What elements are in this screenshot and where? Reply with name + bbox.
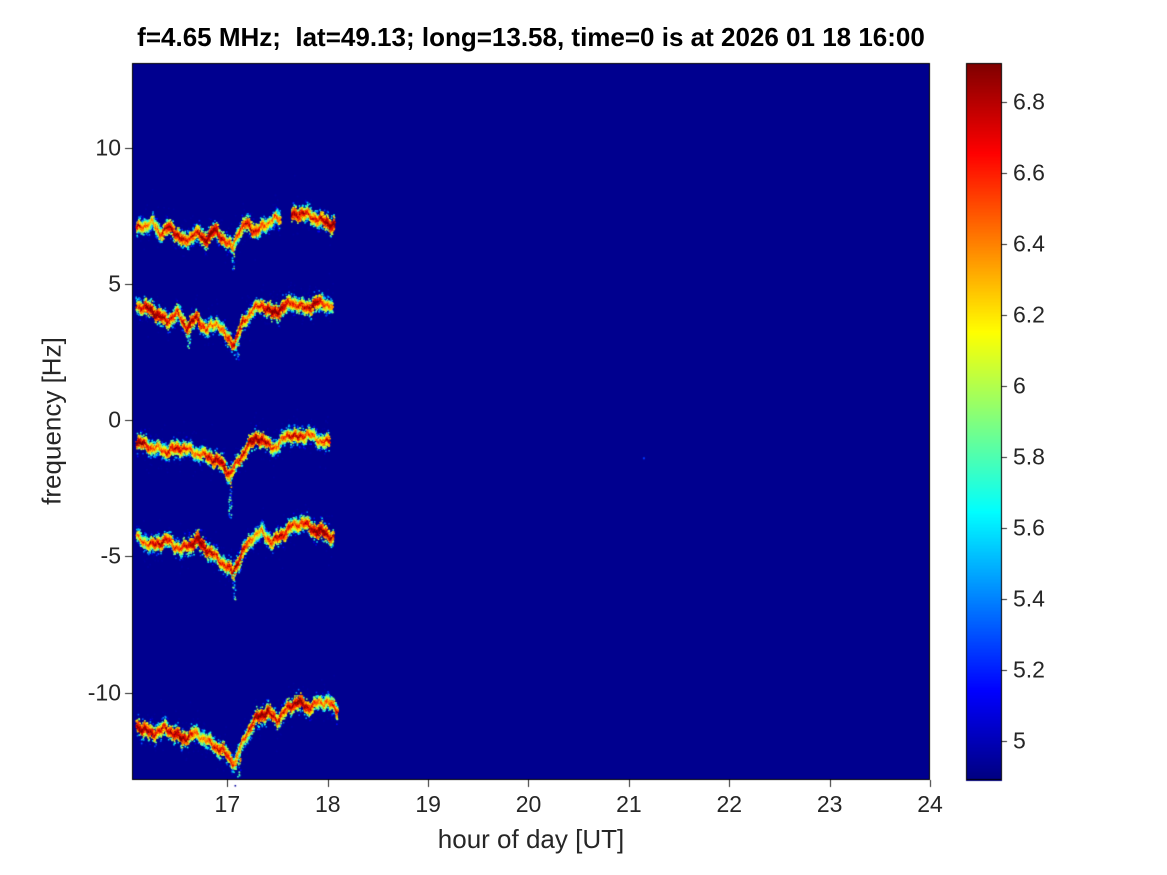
colorbar-tick-label: 5.8: [1013, 443, 1045, 470]
x-tick-label: 19: [415, 791, 441, 817]
colorbar-tick-label: 5.4: [1013, 585, 1045, 612]
chart-title: f=4.65 MHz; lat=49.13; long=13.58, time=…: [137, 22, 925, 52]
colorbar-tick-label: 6.8: [1013, 88, 1045, 115]
colorbar-tick-label: 6.2: [1013, 301, 1045, 328]
colorbar-tick-label: 6.6: [1013, 159, 1045, 186]
y-axis-label: frequency [Hz]: [36, 337, 67, 505]
x-tick-label: 18: [314, 791, 341, 817]
y-tick-label: 5: [108, 270, 121, 297]
y-tick-label: 10: [95, 134, 121, 160]
colorbar-tick-label: 5.2: [1013, 656, 1045, 683]
y-tick-label: 0: [108, 406, 121, 433]
colorbar-tick-label: 5: [1013, 727, 1026, 754]
x-tick-label: 22: [716, 791, 743, 817]
x-tick-label: 21: [616, 791, 642, 817]
y-tick-label: -10: [87, 679, 121, 706]
colorbar-tick-label: 6.4: [1013, 230, 1045, 257]
x-tick-label: 17: [214, 791, 241, 817]
x-tick-label: 23: [816, 791, 843, 817]
x-axis-label: hour of day [UT]: [437, 824, 625, 854]
colorbar-tick-label: 5.6: [1013, 514, 1045, 541]
x-tick-label: 24: [917, 791, 943, 817]
colorbar-tick-label: 6: [1013, 372, 1026, 399]
x-tick-label: 20: [515, 791, 542, 817]
y-tick-label: -5: [100, 542, 121, 569]
